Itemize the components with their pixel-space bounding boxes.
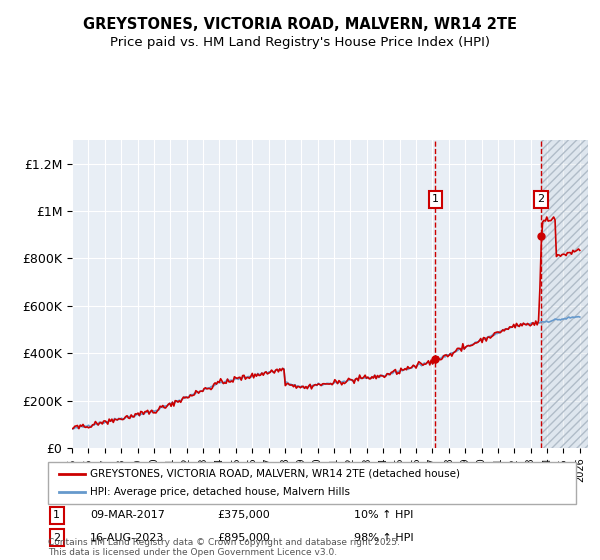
Text: 10% ↑ HPI: 10% ↑ HPI [354, 510, 413, 520]
Text: 09-MAR-2017: 09-MAR-2017 [90, 510, 165, 520]
Text: 16-AUG-2023: 16-AUG-2023 [90, 533, 164, 543]
Text: Price paid vs. HM Land Registry's House Price Index (HPI): Price paid vs. HM Land Registry's House … [110, 36, 490, 49]
Text: 2: 2 [537, 194, 544, 204]
Text: HPI: Average price, detached house, Malvern Hills: HPI: Average price, detached house, Malv… [90, 487, 350, 497]
Text: GREYSTONES, VICTORIA ROAD, MALVERN, WR14 2TE: GREYSTONES, VICTORIA ROAD, MALVERN, WR14… [83, 17, 517, 32]
Text: 1: 1 [53, 510, 60, 520]
Bar [541, 140, 588, 448]
Text: £375,000: £375,000 [217, 510, 270, 520]
Text: 98% ↑ HPI: 98% ↑ HPI [354, 533, 414, 543]
Bar [541, 140, 588, 448]
Text: £895,000: £895,000 [217, 533, 270, 543]
Text: 1: 1 [432, 194, 439, 204]
Text: 2: 2 [53, 533, 61, 543]
FancyBboxPatch shape [48, 462, 576, 504]
Text: Contains HM Land Registry data © Crown copyright and database right 2025.
This d: Contains HM Land Registry data © Crown c… [48, 538, 400, 557]
Text: GREYSTONES, VICTORIA ROAD, MALVERN, WR14 2TE (detached house): GREYSTONES, VICTORIA ROAD, MALVERN, WR14… [90, 469, 460, 479]
